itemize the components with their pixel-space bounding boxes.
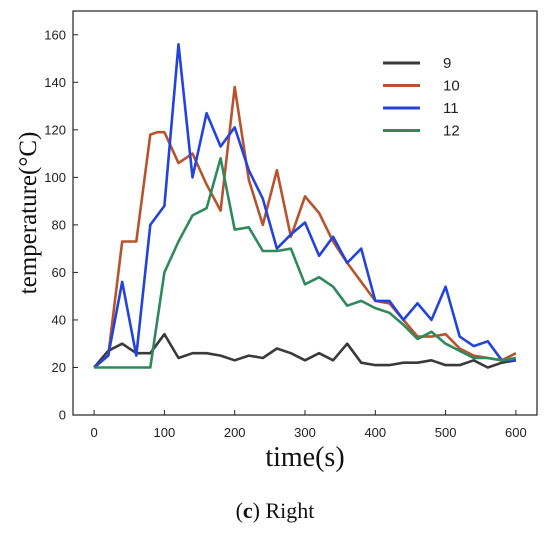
figure-caption: (c) Right [235, 498, 315, 523]
y-tick-label: 60 [52, 265, 66, 280]
y-tick-label: 140 [44, 75, 66, 90]
x-axis-ticks: 0 100 200 300 400 500 600 [90, 410, 527, 440]
caption-text: Right [265, 498, 315, 523]
series-line-11 [93, 42, 516, 369]
y-tick-label: 80 [52, 217, 66, 232]
x-tick-label: 200 [224, 425, 246, 440]
series-line-9 [93, 332, 517, 369]
caption-label: c [242, 498, 253, 523]
series-line-12 [94, 157, 517, 369]
x-tick-label: 600 [505, 425, 527, 440]
y-tick-label: 0 [59, 408, 66, 423]
legend-label-12: 12 [443, 123, 460, 140]
x-tick-label: 300 [294, 425, 316, 440]
y-tick-label: 20 [52, 360, 66, 375]
y-tick-label: 40 [52, 312, 66, 327]
legend: 9 10 11 12 [383, 55, 460, 140]
x-tick-label: 400 [364, 425, 386, 440]
y-axis-ticks: 0 20 40 60 80 100 120 140 160 [44, 27, 78, 423]
series-lines [93, 42, 517, 369]
legend-label-11: 11 [443, 100, 459, 117]
y-axis-title: temperature(°C) [15, 132, 42, 295]
x-tick-label: 0 [90, 425, 97, 440]
x-tick-label: 100 [154, 425, 176, 440]
x-tick-label: 500 [435, 425, 457, 440]
y-tick-label: 120 [44, 122, 66, 137]
series-line-10 [93, 85, 517, 369]
y-tick-label: 160 [44, 27, 66, 42]
x-axis-title: time(s) [265, 442, 344, 473]
y-tick-label: 100 [44, 170, 66, 185]
legend-label-9: 9 [443, 55, 451, 72]
legend-label-10: 10 [443, 78, 460, 95]
